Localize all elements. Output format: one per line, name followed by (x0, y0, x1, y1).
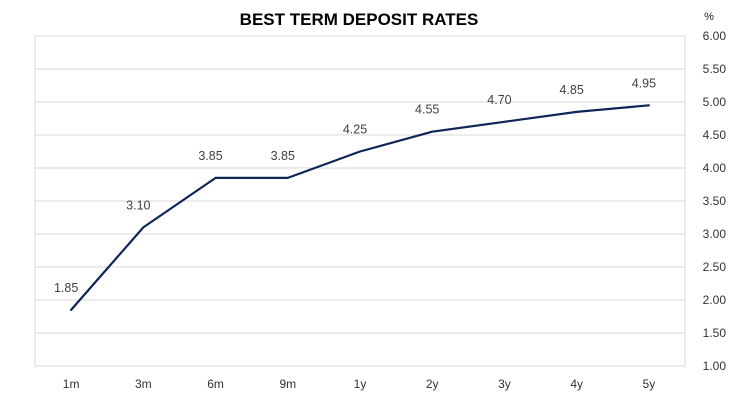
data-labels: 1.85 3.10 3.85 3.85 4.25 4.55 4.70 4.85 4.95 (54, 76, 656, 295)
data-label-5: 4.55 (415, 103, 439, 117)
y-tick-label-10: 6.00 (703, 29, 727, 43)
x-tick-label-1: 3m (135, 377, 152, 391)
data-label-4: 4.25 (343, 123, 367, 137)
data-label-2: 3.85 (198, 149, 222, 163)
y-tick-label-2: 2.00 (703, 293, 727, 307)
x-tick-label-2: 6m (207, 377, 224, 391)
data-label-0: 1.85 (54, 281, 78, 295)
series-line-0 (69, 104, 651, 311)
x-tick-label-3: 9m (279, 377, 296, 391)
y-tick-label-3: 2.50 (703, 260, 727, 274)
y-tick-label-0: 1.00 (703, 359, 727, 373)
data-label-6: 4.70 (487, 93, 511, 107)
data-label-3: 3.85 (271, 149, 295, 163)
y-tick-label-6: 4.00 (703, 161, 727, 175)
data-label-8: 4.95 (632, 76, 656, 90)
data-label-7: 4.85 (559, 83, 583, 97)
chart-title: BEST TERM DEPOSIT RATES (240, 10, 479, 29)
data-label-1: 3.10 (126, 198, 150, 212)
series-layer (69, 104, 651, 311)
y-tick-label-5: 3.50 (703, 194, 727, 208)
y-tick-label-9: 5.50 (703, 62, 727, 76)
y-axis-unit-label: % (704, 11, 714, 23)
x-tick-label-8: 5y (643, 377, 656, 391)
y-axis-tick-labels: 1.00 1.50 2.00 2.50 3.00 3.50 4.00 4.50 5.00 5.50… (703, 29, 727, 373)
x-tick-label-7: 4y (570, 377, 583, 391)
x-tick-label-6: 3y (498, 377, 511, 391)
y-tick-label-1: 1.50 (703, 326, 727, 340)
y-tick-label-7: 4.50 (703, 128, 727, 142)
y-tick-label-4: 3.00 (703, 227, 727, 241)
x-tick-label-0: 1m (63, 377, 80, 391)
plot-area (34, 35, 686, 367)
x-tick-label-5: 2y (426, 377, 439, 391)
y-tick-label-8: 5.00 (703, 95, 727, 109)
x-tick-label-4: 1y (354, 377, 367, 391)
x-axis-tick-labels: 1m 3m 6m 9m 1y 2y 3y 4y 5y (63, 377, 655, 391)
